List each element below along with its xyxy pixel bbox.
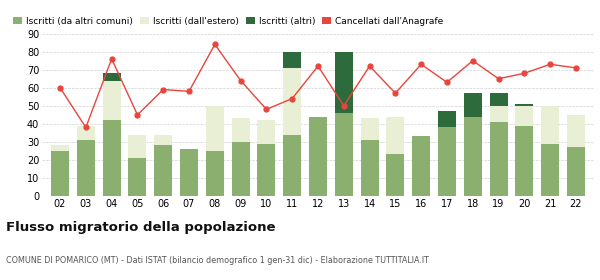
Bar (490, 122, 508, 196)
Bar (257, 144, 275, 196)
Bar (541, 106, 559, 144)
Bar (128, 135, 146, 158)
Bar (77, 126, 95, 140)
Bar (154, 135, 172, 146)
Bar (567, 147, 585, 196)
Bar (180, 149, 198, 196)
Bar (103, 120, 121, 196)
Bar (386, 155, 404, 196)
Bar (490, 106, 508, 122)
Bar (206, 106, 224, 151)
Text: Flusso migratorio della popolazione: Flusso migratorio della popolazione (6, 221, 275, 234)
Bar (386, 116, 404, 155)
Bar (232, 118, 250, 142)
Bar (77, 140, 95, 196)
Legend: Iscritti (da altri comuni), Iscritti (dall'estero), Iscritti (altri), Cancellati: Iscritti (da altri comuni), Iscritti (da… (13, 17, 443, 26)
Bar (335, 113, 353, 196)
Bar (515, 104, 533, 106)
Bar (490, 93, 508, 106)
Bar (257, 120, 275, 144)
Bar (283, 135, 301, 196)
Bar (309, 116, 327, 196)
Bar (103, 81, 121, 120)
Bar (412, 136, 430, 196)
Bar (128, 158, 146, 196)
Bar (361, 140, 379, 196)
Bar (464, 93, 482, 116)
Bar (541, 144, 559, 196)
Bar (154, 146, 172, 196)
Text: COMUNE DI POMARICO (MT) - Dati ISTAT (bilancio demografico 1 gen-31 dic) - Elabo: COMUNE DI POMARICO (MT) - Dati ISTAT (bi… (6, 256, 429, 265)
Bar (283, 68, 301, 135)
Bar (206, 151, 224, 196)
Bar (515, 126, 533, 196)
Bar (438, 111, 456, 127)
Bar (51, 151, 69, 196)
Bar (438, 127, 456, 196)
Bar (464, 116, 482, 196)
Bar (515, 106, 533, 126)
Bar (567, 115, 585, 147)
Bar (51, 146, 69, 151)
Bar (232, 142, 250, 196)
Bar (283, 52, 301, 68)
Bar (103, 73, 121, 81)
Bar (361, 118, 379, 140)
Bar (335, 52, 353, 113)
